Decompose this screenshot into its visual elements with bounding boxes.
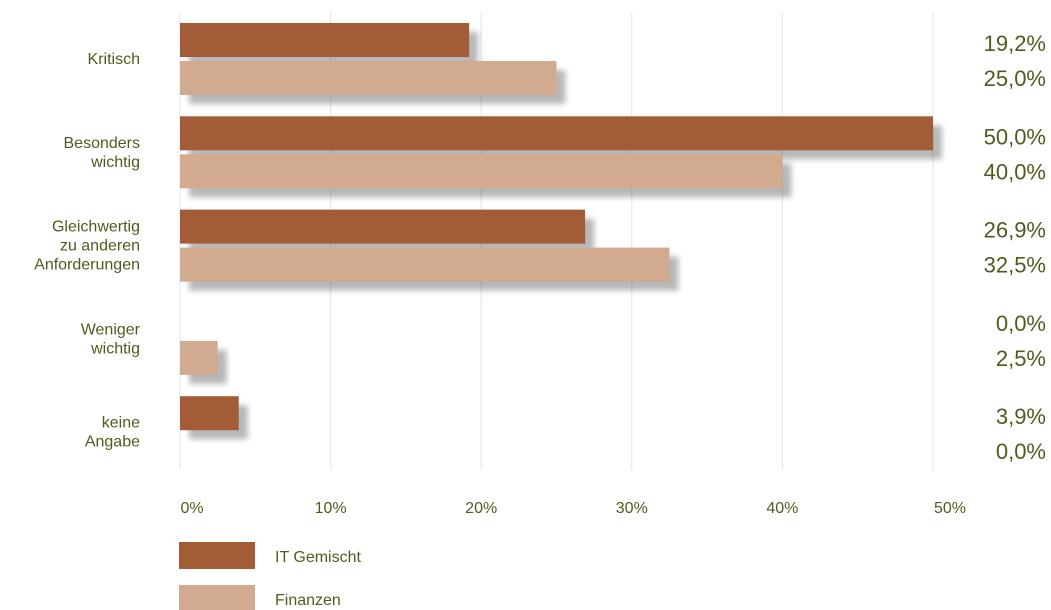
category-label: keine Angabe [85, 415, 140, 451]
x-tick-label: 50% [934, 500, 966, 517]
category-label: Weniger wichtig [81, 321, 141, 357]
category-label: Gleichwertig zu anderen Anforderungen [34, 219, 140, 274]
bar [180, 247, 670, 282]
x-tick-label: 30% [616, 500, 648, 517]
bar [180, 340, 218, 375]
bar [180, 209, 586, 244]
value-label: 19,2% [984, 31, 1046, 56]
bar [180, 396, 239, 431]
category-label: Kritisch [88, 51, 140, 68]
value-label: 32,5% [984, 253, 1046, 278]
value-label: 0,0% [996, 311, 1046, 336]
x-tick-label: 10% [315, 500, 347, 517]
bar [180, 23, 470, 57]
category-label: Besonders wichtig [64, 135, 141, 171]
bar [180, 116, 933, 151]
bars [180, 23, 933, 431]
value-label: 25,0% [984, 66, 1046, 91]
x-tick-label: 0% [180, 500, 203, 517]
x-tick-label: 40% [766, 500, 798, 517]
legend-label: IT Gemischt [275, 549, 362, 566]
value-label: 26,9% [984, 218, 1046, 243]
x-tick-label: 20% [465, 500, 497, 517]
value-label: 2,5% [996, 346, 1046, 371]
bar [180, 154, 783, 189]
value-labels: 19,2% 25,0% 50,0% 40,0% 26,9% 32,5% 0,0% 2,5% 3,… [984, 31, 1046, 464]
value-label: 3,9% [996, 404, 1046, 429]
legend-label: Finanzen [275, 592, 341, 609]
value-label: 40,0% [984, 159, 1046, 184]
legend-swatch [179, 542, 255, 569]
value-label: 50,0% [984, 124, 1046, 149]
x-axis-ticks: 0% 10% 20% 30% 40% 50% [180, 500, 966, 517]
value-label: 0,0% [996, 439, 1046, 464]
legend-swatch [179, 585, 255, 610]
bar [180, 61, 557, 95]
legend: IT Gemischt Finanzen [179, 542, 362, 610]
category-labels: Kritisch Besonders wichtig Gleichwertig zu a… [34, 51, 141, 451]
